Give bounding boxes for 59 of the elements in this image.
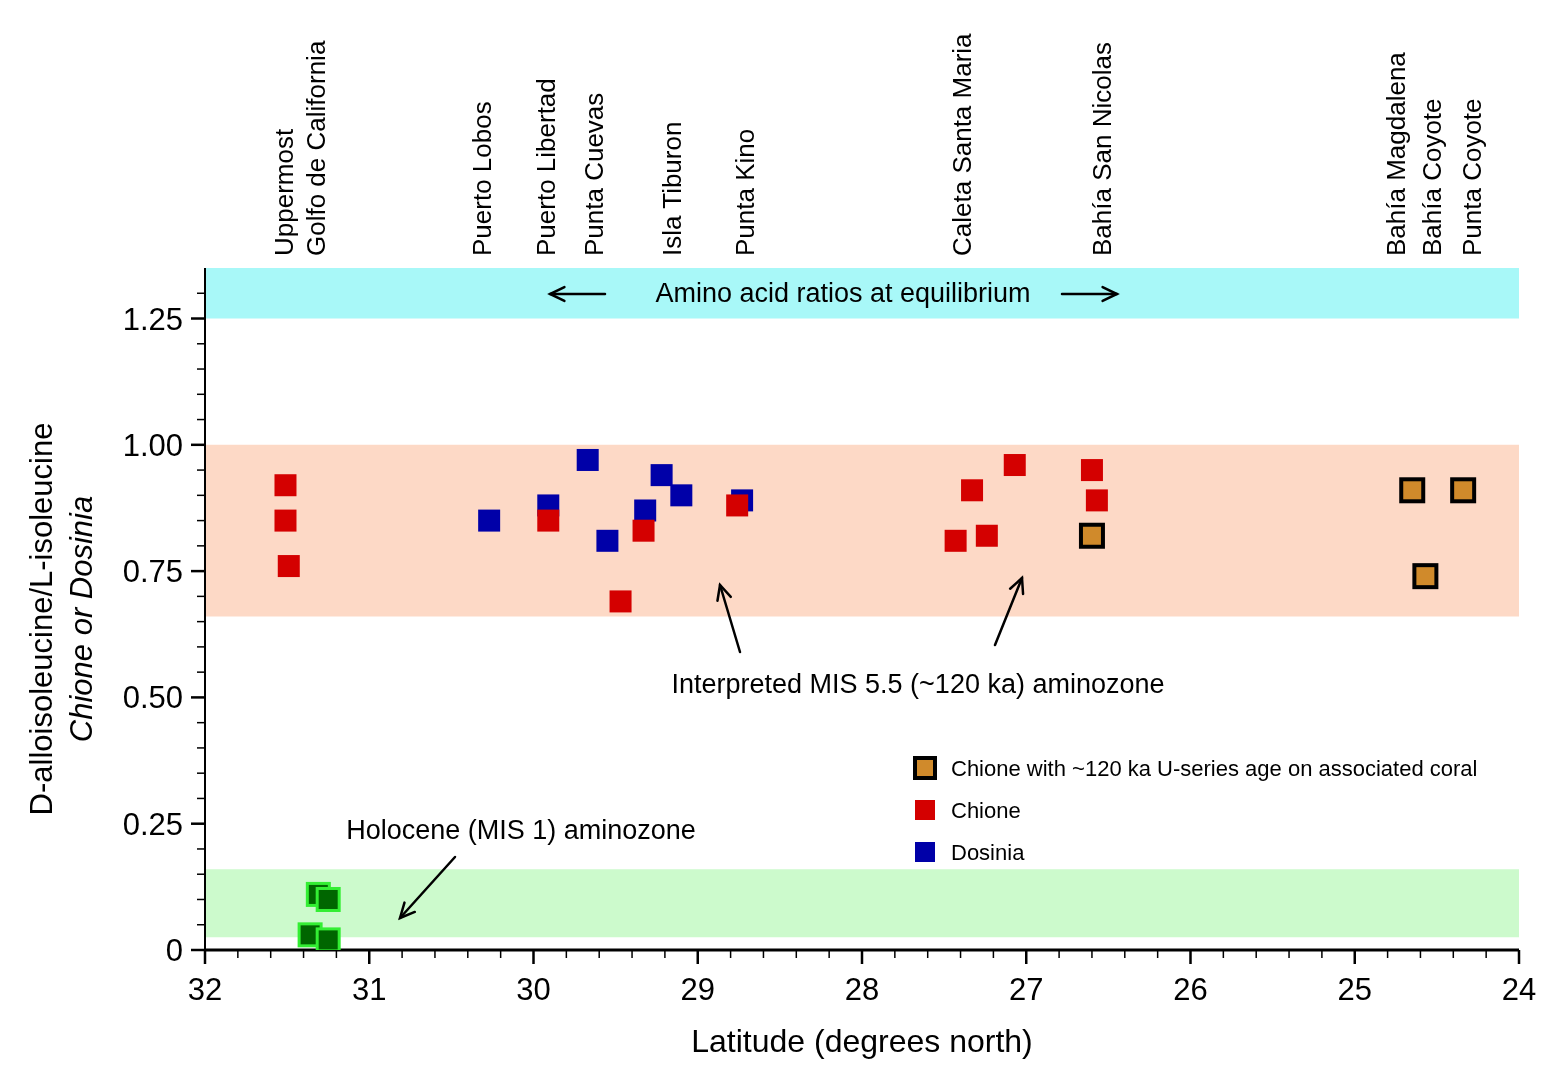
point [315,886,341,912]
legend-label: Dosinia [951,840,1026,865]
y-axis-title: D-alloisoleucine/L-isoleucine Chione or Dosinia [24,422,99,816]
point [537,509,560,532]
point [634,499,657,522]
x-tick-label: 26 [1173,972,1208,1007]
band-label: Interpreted MIS 5.5 (~120 ka) aminozone [671,669,1165,699]
x-tick-label: 24 [1501,972,1537,1007]
band-label: Amino acid ratios at equilibrium [655,278,1031,308]
point [478,509,501,532]
point [1399,477,1426,504]
point [650,464,673,487]
point [670,484,693,507]
x-tick-label: 27 [1009,972,1044,1007]
point [596,529,619,552]
point [609,590,632,613]
point [1078,522,1105,549]
point [274,474,297,497]
text: Isla Tiburon [657,121,687,256]
point [1003,454,1026,477]
point [944,529,967,552]
y-tick-label: 0.25 [122,806,183,842]
point [1085,489,1108,512]
legend-label: Chione [951,798,1021,823]
x-tick-label: 32 [187,972,223,1007]
x-tick-label: 29 [680,972,715,1007]
point [274,509,297,532]
x-tick-label: 28 [844,972,880,1007]
point [975,524,998,547]
text: Punta Kino [730,128,760,256]
point [726,494,749,517]
x-tick-label: 31 [352,972,387,1007]
point [1412,563,1439,590]
y-tick-label: 0.50 [122,680,183,716]
point [277,555,300,578]
y-tick-label: 0.75 [122,554,183,590]
point [1450,477,1477,504]
text: Bahía Magdalena [1381,51,1411,256]
text: Punta Cuevas [579,92,609,256]
point [576,448,599,471]
point [315,927,341,950]
point [1080,459,1103,482]
y-tick-label: 1.25 [122,301,183,337]
legend-label: Chione with ~120 ka U-series age on associated coral [951,756,1478,781]
x-axis-title: Latitude (degrees north) [691,1023,1033,1059]
text: Punta Coyote [1457,98,1487,256]
text: Uppermost Golfo de California [269,40,331,256]
y-tick-label: 1.00 [122,427,183,463]
y-tick-label: 0 [165,933,183,968]
text: Caleta Santa Maria [947,32,977,256]
text: Bahía Coyote [1417,98,1447,256]
band-label: Holocene (MIS 1) aminozone [346,815,696,845]
point [632,519,655,542]
text: Puerto Libertad [531,78,561,256]
x-tick-label: 25 [1337,972,1372,1007]
x-tick-label: 30 [516,972,551,1007]
text: Bahía San Nicolas [1087,42,1117,256]
text: Puerto Lobos [467,101,497,256]
point [961,479,984,502]
